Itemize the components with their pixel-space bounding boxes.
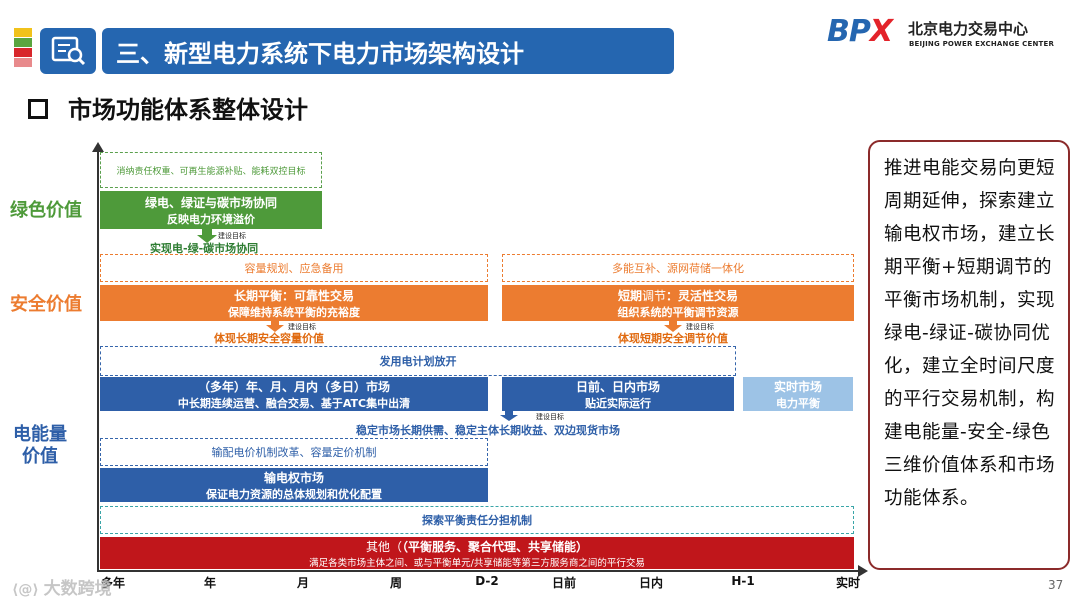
x-tick: 日前 [551,576,577,590]
color-stripe-green [14,38,32,47]
security-short-bar: 短期调节：灵活性交易 组织系统的平衡调节资源 [502,285,854,321]
category-energy-value: 电能量价值 [13,424,67,467]
balance-responsibility-dashed-box: 探索平衡责任分担机制 [100,506,854,534]
real-time-market-bar: 实时市场 电力平衡 [743,377,853,411]
transmission-pricing-dashed-box: 输配电价机制改革、容量定价机制 [100,438,488,466]
summary-text: 推进电能交易向更短周期延伸，探索建立输电权市场，建立长期平衡+短期调节的平衡市场… [884,158,1056,509]
security-short-goal-arrow-icon [664,320,682,332]
watermark-logo-icon: ⟨@⟩ [12,582,44,598]
energy-goal: 稳定市场长期供需、稳定主体长期收益、双边现货市场 [356,424,620,437]
security-short-dashed-box: 多能互补、源网荷储一体化 [502,254,854,282]
color-stripe-pink [14,58,32,67]
transmission-right-market-bar: 输电权市场 保证电力资源的总体规划和优化配置 [100,468,488,502]
logo-english-name: BEIJING POWER EXCHANGE CENTER [909,40,1055,48]
section-subtitle: 市场功能体系整体设计 [28,90,308,125]
day-ahead-intraday-market-bar: 日前、日内市场 贴近实际运行 [502,377,734,411]
x-tick: H-1 [731,574,755,588]
energy-goal-note: 建设目标 [536,413,564,421]
category-security-value: 安全价值 [10,294,82,315]
energy-plan-dashed-box: 发用电计划放开 [100,346,736,376]
green-market-bar: 绿电、绿证与碳市场协同 反映电力环境溢价 [100,191,322,229]
x-tick: 日内 [638,576,664,590]
green-goal-arrow-icon [197,229,217,243]
square-bullet-icon [28,99,48,119]
watermark: ⟨@⟩ 大数跨境 [12,579,112,599]
color-stripe-red [14,48,32,57]
logo-chinese-name: 北京电力交易中心 [908,20,1029,38]
security-long-goal-arrow-icon [266,320,284,332]
security-short-goal: 体现短期安全调节价值 [618,332,728,345]
mid-long-term-market-bar: （多年）年、月、月内（多日）市场 中长期连续运营、融合交易、基于ATC集中出清 [100,377,488,411]
x-tick: D-2 [475,574,499,588]
x-tick: 周 [389,576,403,590]
page-number: 37 [1048,578,1064,592]
security-short-goal-note: 建设目标 [686,323,714,331]
energy-goal-arrow-icon [500,411,518,421]
green-goal-note: 建设目标 [218,232,246,240]
summary-text-box: 推进电能交易向更短周期延伸，探索建立输电权市场，建立长期平衡+短期调节的平衡市场… [868,140,1070,570]
page-title: 三、新型电力系统下电力市场架构设计 [102,28,674,74]
security-long-goal: 体现长期安全容量价值 [214,332,324,345]
security-long-dashed-box: 容量规划、应急备用 [100,254,488,282]
y-axis-arrow-icon [92,142,104,152]
green-goal: 实现电-绿-碳市场协同 [150,242,259,255]
other-market-bar: 其他（（平衡服务、聚合代理、共享储能） 满足各类市场主体之间、或与平衡单元/共享… [100,537,854,569]
color-stripe-yellow [14,28,32,37]
x-tick: 月 [296,576,310,590]
x-axis-arrow-icon [858,565,868,577]
security-long-goal-note: 建设目标 [288,323,316,331]
inspection-icon [40,28,96,74]
x-tick: 年 [203,576,217,590]
green-policy-dashed-box: 消纳责任权重、可再生能源补贴、能耗双控目标 [100,152,322,188]
security-long-bar: 长期平衡：可靠性交易 保障维持系统平衡的充裕度 [100,285,488,321]
category-green-value: 绿色价值 [10,200,82,221]
x-tick: 实时 [835,576,861,590]
bpx-logo: BPX [827,14,893,49]
y-axis [97,148,99,572]
x-axis [97,570,861,572]
x-tick: 多年 [100,576,126,590]
